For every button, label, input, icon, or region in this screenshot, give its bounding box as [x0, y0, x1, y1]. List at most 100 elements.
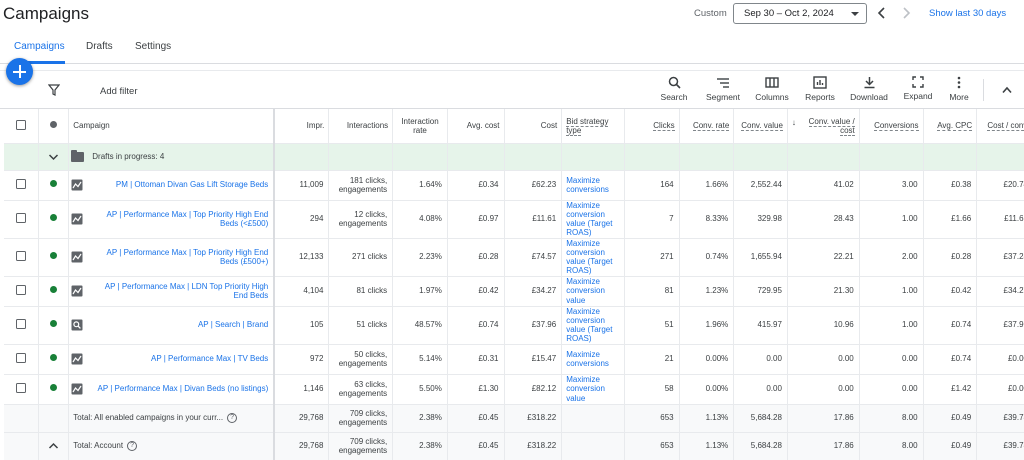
- row-checkbox[interactable]: [15, 178, 26, 189]
- column-header-cost[interactable]: Cost: [504, 109, 563, 144]
- row-checkbox[interactable]: [15, 382, 26, 393]
- more-button[interactable]: More: [946, 76, 972, 106]
- chevron-left-icon[interactable]: [875, 3, 889, 23]
- columns-button[interactable]: Columns: [755, 76, 789, 106]
- status-cell[interactable]: [38, 276, 70, 307]
- chevron-up-icon[interactable]: [48, 442, 59, 450]
- row-checkbox[interactable]: [15, 284, 26, 295]
- download-icon: [864, 77, 874, 89]
- status-cell[interactable]: [38, 374, 70, 405]
- cell-avg-cpc: £0.74: [923, 344, 978, 375]
- status-cell[interactable]: [38, 200, 70, 239]
- help-icon[interactable]: ?: [127, 441, 138, 451]
- filter-icon[interactable]: [48, 84, 60, 96]
- cell-bid-strategy[interactable]: Maximize conversion value: [561, 374, 625, 405]
- row-select-cell[interactable]: [4, 344, 39, 375]
- expand-icon: [912, 76, 924, 88]
- cell-bid-strategy[interactable]: Maximize conversion value (Target ROAS): [561, 238, 625, 277]
- total-cell-impr: 29,768: [274, 432, 330, 460]
- campaign-cell[interactable]: AP | Search | Brand: [68, 306, 276, 345]
- column-header-campaign[interactable]: Campaign: [68, 109, 276, 144]
- campaign-name-link[interactable]: AP | Performance Max | Divan Beds (no li…: [97, 384, 269, 394]
- campaign-cell[interactable]: AP | Performance Max | Top Priority High…: [68, 238, 276, 277]
- status-cell[interactable]: [38, 170, 70, 201]
- drafts-row[interactable]: Drafts in progress: 4: [4, 143, 1024, 171]
- column-header-conversions[interactable]: Conversions: [859, 109, 924, 144]
- table-row[interactable]: AP | Search | Brand 105 51 clicks 48.57% £0.…: [4, 306, 1024, 345]
- column-header-conv-value[interactable]: Conv. value: [733, 109, 788, 144]
- column-header-interaction-rate[interactable]: Interaction rate: [392, 109, 448, 144]
- search-button[interactable]: Search: [660, 76, 688, 106]
- campaign-name-link[interactable]: AP | Performance Max | Top Priority High…: [106, 247, 269, 266]
- row-checkbox[interactable]: [15, 250, 26, 261]
- date-range-select[interactable]: Sep 30 – Oct 2, 2024: [733, 3, 867, 24]
- campaign-cell[interactable]: PM | Ottoman Divan Gas Lift Storage Beds: [68, 170, 276, 201]
- row-select-cell[interactable]: [4, 306, 39, 345]
- campaign-name-link[interactable]: AP | Performance Max | LDN Top Priority …: [104, 281, 269, 300]
- expand-button[interactable]: Expand: [903, 76, 933, 106]
- cell-bid-strategy[interactable]: Maximize conversion value (Target ROAS): [561, 306, 625, 345]
- column-header-conv-value-cost[interactable]: ↓ Conv. value / cost: [787, 109, 860, 144]
- column-header-bid-strategy[interactable]: Bid strategy type: [561, 109, 625, 144]
- cell-cost: £82.12: [504, 374, 563, 405]
- cell-interaction-rate: 4.08%: [392, 200, 448, 239]
- cell-bid-strategy[interactable]: Maximize conversion value: [561, 276, 625, 307]
- row-select-cell[interactable]: [4, 374, 39, 405]
- column-header-avg-cpc[interactable]: Avg. CPC: [923, 109, 978, 144]
- column-header-impr[interactable]: Impr.: [274, 109, 330, 144]
- row-checkbox[interactable]: [15, 318, 26, 329]
- table-row[interactable]: AP | Performance Max | Top Priority High…: [4, 200, 1024, 239]
- column-header-interactions[interactable]: Interactions: [328, 109, 394, 144]
- segment-button[interactable]: Segment: [705, 76, 741, 106]
- cell-impr: 105: [274, 306, 330, 345]
- campaign-name-link[interactable]: AP | Search | Brand: [197, 320, 269, 330]
- table-row[interactable]: PM | Ottoman Divan Gas Lift Storage Beds…: [4, 170, 1024, 201]
- row-select-cell[interactable]: [4, 238, 39, 277]
- download-button[interactable]: Download: [850, 76, 888, 106]
- campaign-cell[interactable]: AP | Performance Max | LDN Top Priority …: [68, 276, 276, 307]
- cell-bid-strategy[interactable]: Maximize conversions: [561, 170, 625, 201]
- cell-clicks: 164: [624, 170, 680, 201]
- select-all-checkbox[interactable]: [15, 119, 26, 130]
- column-header-clicks[interactable]: Clicks: [624, 109, 680, 144]
- add-filter-button[interactable]: Add filter: [100, 86, 138, 97]
- campaign-name-link[interactable]: AP | Performance Max | Top Priority High…: [106, 209, 269, 228]
- table-row[interactable]: AP | Performance Max | Divan Beds (no li…: [4, 374, 1024, 405]
- total-cell-bid-strategy: [561, 404, 625, 433]
- campaign-cell[interactable]: AP | Performance Max | Divan Beds (no li…: [68, 374, 276, 405]
- cell-bid-strategy[interactable]: Maximize conversions: [561, 344, 625, 375]
- chevron-up-icon[interactable]: [1001, 85, 1013, 95]
- reports-button[interactable]: Reports: [804, 76, 836, 106]
- column-header-conv-rate[interactable]: Conv. rate: [679, 109, 735, 144]
- campaign-cell[interactable]: AP | Performance Max | TV Beds: [68, 344, 276, 375]
- column-header-cost-conv[interactable]: Cost / conv.: [976, 109, 1024, 144]
- column-header-avg-cost[interactable]: Avg. cost: [447, 109, 505, 144]
- table-row[interactable]: AP | Performance Max | Top Priority High…: [4, 238, 1024, 277]
- tab-settings[interactable]: Settings: [135, 41, 172, 52]
- campaign-name-link[interactable]: AP | Performance Max | TV Beds: [151, 354, 269, 364]
- status-header[interactable]: [38, 109, 70, 144]
- campaign-cell[interactable]: AP | Performance Max | Top Priority High…: [68, 200, 276, 239]
- status-cell[interactable]: [38, 306, 70, 345]
- select-all-cell[interactable]: [4, 109, 39, 144]
- status-enabled-icon: [50, 384, 58, 392]
- table-row[interactable]: AP | Performance Max | TV Beds 972 50 clic…: [4, 344, 1024, 375]
- status-cell[interactable]: [38, 344, 70, 375]
- campaign-name-link[interactable]: PM | Ottoman Divan Gas Lift Storage Beds: [115, 180, 269, 190]
- cell-cost-conv: £0.00: [976, 374, 1024, 405]
- row-select-cell[interactable]: [4, 170, 39, 201]
- tab-drafts[interactable]: Drafts: [86, 41, 113, 52]
- chevron-right-icon[interactable]: [899, 3, 913, 23]
- row-checkbox[interactable]: [15, 352, 26, 363]
- status-cell[interactable]: [38, 238, 70, 277]
- row-checkbox[interactable]: [15, 212, 26, 223]
- row-select-cell[interactable]: [4, 200, 39, 239]
- chevron-down-icon[interactable]: [48, 153, 59, 161]
- table-row[interactable]: AP | Performance Max | LDN Top Priority …: [4, 276, 1024, 307]
- help-icon[interactable]: ?: [227, 413, 238, 423]
- show-last-30-days-link[interactable]: Show last 30 days: [929, 8, 1007, 19]
- cell-bid-strategy[interactable]: Maximize conversion value (Target ROAS): [561, 200, 625, 239]
- row-select-cell[interactable]: [4, 276, 39, 307]
- tab-campaigns[interactable]: Campaigns: [14, 41, 65, 64]
- add-campaign-button[interactable]: [6, 58, 33, 85]
